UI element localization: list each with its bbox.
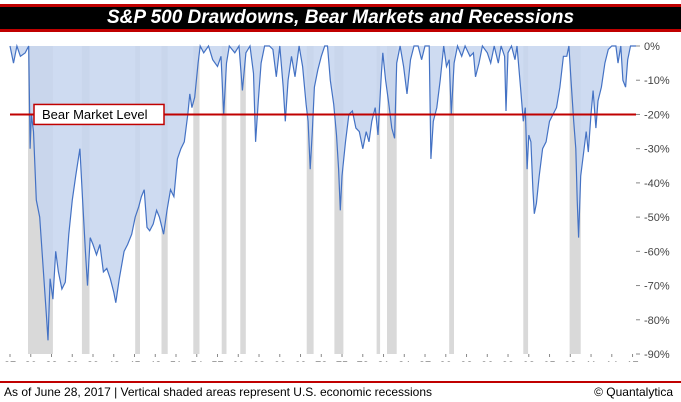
x-tick-label: 99 bbox=[502, 360, 514, 362]
x-tick-label: 60 bbox=[232, 360, 244, 362]
x-tick-label: 45 bbox=[128, 360, 140, 362]
y-tick-label: -40% bbox=[644, 178, 670, 190]
recession-band bbox=[376, 46, 381, 354]
y-tick-label: -90% bbox=[644, 349, 670, 361]
x-axis-ticks: 27 30 33 36 39 42 45 48 51 54 57 60 63 66 69 72 75 78 81 84… bbox=[4, 354, 639, 362]
x-tick-label: 48 bbox=[149, 360, 161, 362]
y-tick-label: -50% bbox=[644, 212, 670, 224]
x-tick-label: 33 bbox=[45, 360, 57, 362]
x-tick-label: 69 bbox=[294, 360, 306, 362]
x-tick-label: 57 bbox=[211, 360, 223, 362]
x-tick-label: 75 bbox=[336, 360, 348, 362]
x-tick-label: 90 bbox=[440, 360, 452, 362]
recession-band bbox=[334, 46, 344, 354]
y-tick-label: -20% bbox=[644, 109, 670, 121]
x-tick-label: 93 bbox=[460, 360, 472, 362]
x-tick-label: 05 bbox=[543, 360, 555, 362]
y-tick-label: -70% bbox=[644, 281, 670, 293]
bear-market-level: Bear Market Level bbox=[10, 103, 636, 126]
y-axis-ticks: 0% -10% -20% -30% -40% -50% -60% -70% -80% -90% bbox=[636, 41, 670, 361]
x-tick-label: 51 bbox=[170, 360, 182, 362]
x-tick-label: 30 bbox=[25, 360, 37, 362]
recession-band bbox=[240, 46, 246, 354]
recession-band bbox=[387, 46, 397, 354]
recession-band bbox=[523, 46, 529, 354]
chart-plot: Bear Market Level 0% -10% -20% -30% -40% -50%… bbox=[4, 41, 670, 362]
x-tick-label: 14 bbox=[606, 360, 618, 362]
drawdown-area bbox=[10, 46, 636, 341]
x-tick-label: 17 bbox=[626, 360, 638, 362]
x-tick-label: 39 bbox=[87, 360, 99, 362]
chart-title: S&P 500 Drawdowns, Bear Markets and Rece… bbox=[106, 7, 575, 28]
drawdown-series bbox=[9, 43, 636, 341]
recession-band bbox=[306, 46, 314, 354]
x-tick-label: 96 bbox=[481, 360, 493, 362]
footer-note: As of June 28, 2017 | Vertical shaded ar… bbox=[4, 385, 433, 399]
x-tick-label: 42 bbox=[108, 360, 120, 362]
x-tick-label: 11 bbox=[585, 360, 596, 362]
x-tick-label: 72 bbox=[315, 360, 327, 362]
y-tick-label: 0% bbox=[644, 41, 660, 53]
x-tick-label: 63 bbox=[253, 360, 265, 362]
footer-divider bbox=[0, 381, 681, 383]
x-tick-label: 54 bbox=[191, 360, 203, 362]
x-tick-label: 81 bbox=[377, 360, 389, 362]
bear-market-label-box bbox=[33, 103, 165, 126]
y-tick-label: -60% bbox=[644, 246, 670, 258]
x-tick-label: 66 bbox=[274, 360, 286, 362]
y-tick-label: -30% bbox=[644, 144, 670, 156]
recession-band bbox=[449, 46, 454, 354]
recession-band bbox=[193, 46, 200, 354]
y-tick-label: -80% bbox=[644, 315, 670, 327]
x-tick-label: 36 bbox=[66, 360, 78, 362]
footer-credit: © Quantalytica bbox=[594, 385, 673, 399]
recession-band bbox=[569, 46, 581, 354]
x-tick-label: 84 bbox=[398, 360, 410, 362]
x-tick-label: 87 bbox=[419, 360, 431, 362]
x-tick-label: 02 bbox=[523, 360, 535, 362]
x-tick-label: 27 bbox=[4, 360, 16, 362]
bear-market-label: Bear Market Level bbox=[42, 107, 148, 122]
y-tick-label: -10% bbox=[644, 75, 670, 87]
x-tick-label: 78 bbox=[357, 360, 369, 362]
x-tick-label: 08 bbox=[564, 360, 576, 362]
recession-band bbox=[221, 46, 227, 354]
drawdown-line bbox=[9, 43, 636, 341]
title-bar: S&P 500 Drawdowns, Bear Markets and Rece… bbox=[0, 4, 681, 32]
